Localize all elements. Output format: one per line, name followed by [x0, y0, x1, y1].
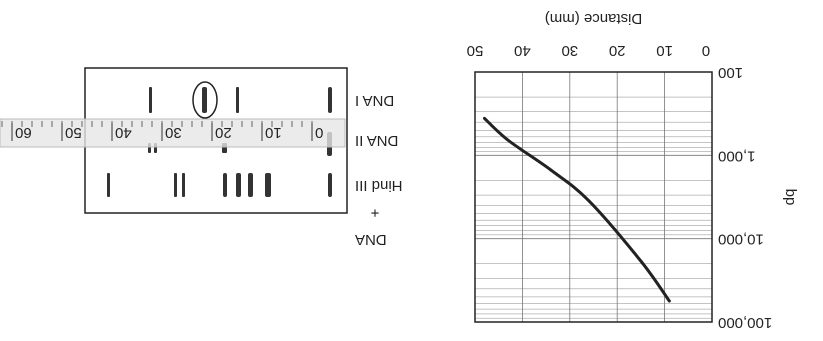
page: 0102030405060 DNA+Hind IIIDNA IIDNA I 01… [0, 0, 823, 341]
band [182, 173, 185, 197]
plot-frame [475, 72, 712, 322]
ruler-label: 0 [315, 124, 323, 141]
y-tick-label: 100 [718, 64, 743, 81]
curve [484, 118, 669, 301]
well [328, 87, 332, 113]
chart: 0 10 20 30 40 50 100 1,000 10,000 100,000 Distance… [467, 10, 799, 331]
y-tick-label: 10,000 [718, 231, 764, 248]
band [149, 87, 152, 113]
well [328, 173, 332, 197]
x-tick-label: 0 [702, 42, 710, 59]
band [265, 173, 271, 197]
band [107, 173, 110, 197]
lane-label: DNA [355, 231, 387, 248]
y-tick-label: 1,000 [718, 147, 756, 164]
lane-hind-iii-bands [107, 173, 332, 197]
ruler-label: 30 [165, 124, 182, 141]
x-tick-label: 50 [467, 42, 484, 59]
band [236, 87, 239, 113]
lane-label: Hind III [355, 177, 403, 194]
x-tick-label: 20 [609, 42, 626, 59]
ruler-label: 20 [215, 124, 232, 141]
y-tick-label: 100,000 [718, 314, 772, 331]
lane-label: DNA II [355, 132, 398, 149]
band [202, 87, 207, 113]
band [174, 173, 177, 197]
ruler-label: 60 [15, 124, 32, 141]
y-axis-label: bp [782, 189, 799, 206]
lane-labels: DNA + Hind III DNA II DNA I [355, 92, 403, 248]
x-tick-label: 40 [514, 42, 531, 59]
band [223, 173, 227, 197]
band [236, 173, 241, 197]
band [248, 173, 253, 197]
figure: 0102030405060 DNA+Hind IIIDNA IIDNA I 01… [0, 0, 823, 341]
ruler-label: 50 [65, 124, 82, 141]
x-tick-label: 10 [656, 42, 673, 59]
x-axis-label: Distance (mm) [545, 10, 643, 27]
lane-label: DNA I [355, 92, 394, 109]
ruler-label: 10 [265, 124, 282, 141]
x-tick-label: 30 [561, 42, 578, 59]
lane-dna-i-bands [149, 82, 332, 118]
ruler-label: 40 [115, 124, 132, 141]
lane-label: + [370, 204, 379, 221]
